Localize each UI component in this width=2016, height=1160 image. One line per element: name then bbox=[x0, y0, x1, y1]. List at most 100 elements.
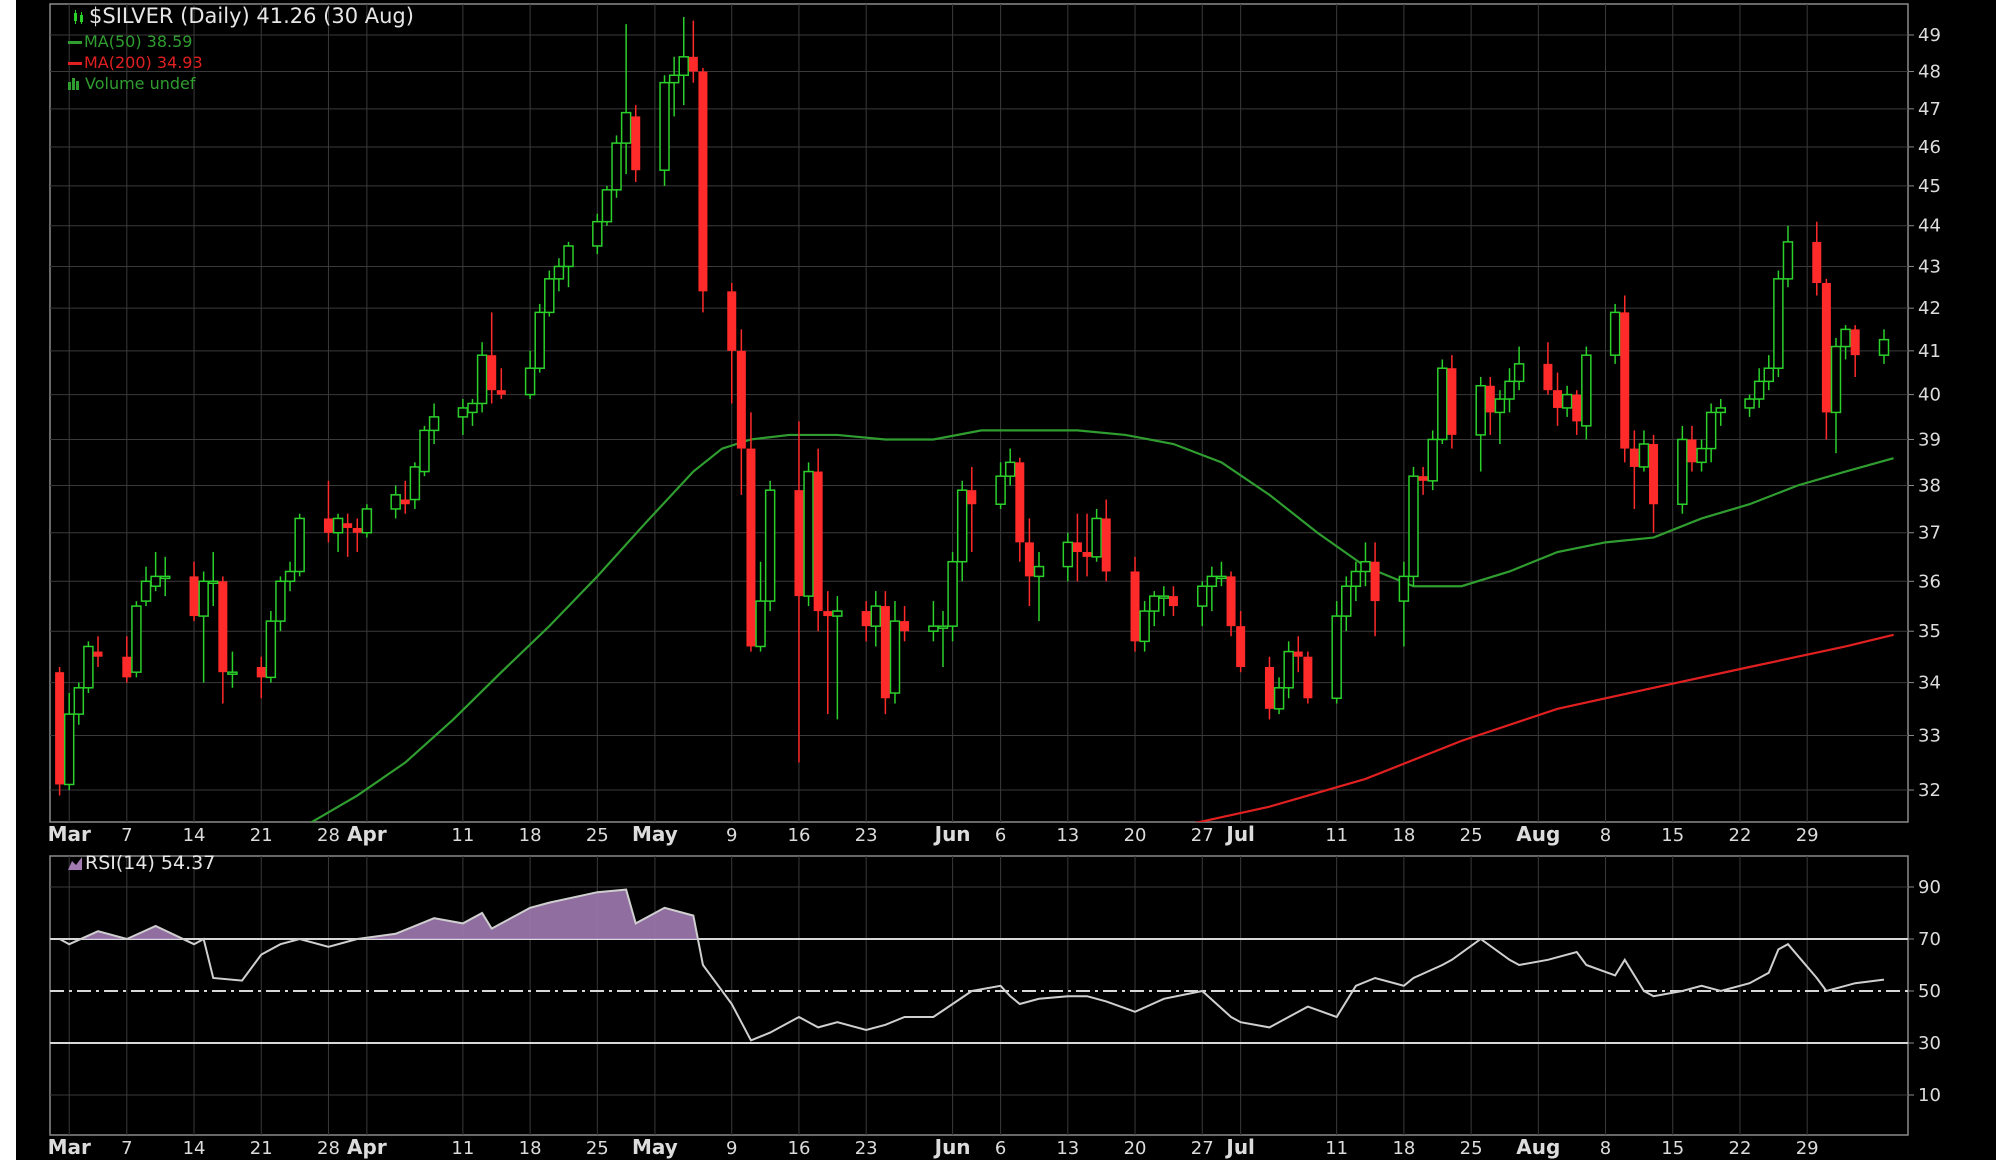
candle bbox=[659, 75, 670, 186]
candle-body bbox=[1677, 438, 1688, 505]
candle-body bbox=[1705, 411, 1717, 450]
price-y-tick-label: 44 bbox=[1918, 216, 1941, 237]
candle bbox=[1427, 430, 1438, 491]
candle bbox=[755, 561, 766, 652]
candle-body bbox=[1004, 461, 1016, 477]
candle bbox=[1004, 448, 1016, 486]
candle bbox=[1649, 434, 1659, 533]
candle-body bbox=[823, 611, 833, 617]
candle bbox=[900, 606, 910, 642]
rsi-x-tick-label: 11 bbox=[451, 1138, 474, 1159]
candle-body bbox=[1158, 595, 1170, 599]
candle bbox=[343, 513, 353, 557]
candle-body bbox=[1293, 651, 1303, 657]
candle bbox=[1850, 325, 1860, 377]
candle-body bbox=[1687, 439, 1697, 463]
candle bbox=[544, 270, 555, 317]
candle bbox=[496, 368, 506, 400]
candle bbox=[131, 601, 142, 678]
candle bbox=[688, 20, 698, 83]
candle bbox=[476, 342, 488, 413]
price-x-tick-label: 13 bbox=[1056, 825, 1079, 846]
candle bbox=[1398, 561, 1410, 647]
candle-body bbox=[1513, 363, 1525, 383]
candle bbox=[409, 462, 421, 509]
price-x-tick-label: 7 bbox=[121, 825, 132, 846]
candle bbox=[207, 552, 219, 607]
candle bbox=[727, 283, 737, 404]
rsi-x-tick-label: 11 bbox=[1325, 1138, 1348, 1159]
rsi-x-tick-label: Apr bbox=[347, 1135, 387, 1159]
candle bbox=[1206, 566, 1218, 612]
candle-body bbox=[764, 489, 776, 602]
candle bbox=[1878, 329, 1890, 364]
candle-body bbox=[390, 494, 401, 510]
candle-body bbox=[1082, 552, 1092, 557]
candle-body bbox=[956, 489, 968, 563]
candle-body bbox=[1398, 575, 1410, 602]
price-x-tick-label: 15 bbox=[1661, 825, 1684, 846]
price-x-tick-label: 23 bbox=[855, 825, 878, 846]
rsi-x-tick-label: 27 bbox=[1191, 1138, 1214, 1159]
rsi-x-tick-label: 28 bbox=[317, 1138, 340, 1159]
candle-body bbox=[189, 576, 199, 617]
candle bbox=[1370, 542, 1380, 637]
candle-body bbox=[967, 490, 977, 505]
price-x-tick-label: 29 bbox=[1796, 825, 1819, 846]
candle bbox=[361, 504, 373, 538]
price-x-tick-label: Jul bbox=[1224, 822, 1255, 846]
candle bbox=[1015, 457, 1025, 562]
candle bbox=[352, 518, 362, 553]
candle bbox=[1341, 576, 1352, 632]
rsi-x-tick-label: 8 bbox=[1600, 1138, 1611, 1159]
candle bbox=[956, 480, 968, 582]
candle-body bbox=[207, 580, 219, 585]
candle-body bbox=[1360, 560, 1371, 573]
candle bbox=[937, 611, 949, 668]
candle bbox=[1139, 601, 1150, 652]
rsi-x-tick-label: Jun bbox=[933, 1135, 971, 1159]
candle-body bbox=[487, 355, 497, 391]
price-x-tick-label: 8 bbox=[1600, 825, 1611, 846]
candle bbox=[1677, 425, 1688, 514]
candle-body bbox=[63, 713, 75, 786]
rsi-x-tick-label: 16 bbox=[788, 1138, 811, 1159]
candle bbox=[698, 67, 708, 313]
candle-body bbox=[323, 518, 333, 533]
candle bbox=[1168, 586, 1178, 617]
candle bbox=[73, 682, 85, 725]
candle bbox=[1504, 368, 1515, 413]
candle bbox=[1216, 561, 1227, 587]
candle-body bbox=[457, 407, 469, 418]
rsi-y-tick-label: 30 bbox=[1918, 1033, 1941, 1054]
candle-body bbox=[1283, 650, 1294, 689]
legend-ma200: MA(200) 34.93 bbox=[68, 53, 203, 72]
rsi-y-tick-label: 90 bbox=[1918, 877, 1941, 898]
legend-ma200-text: MA(200) 34.93 bbox=[84, 53, 203, 72]
candle-body bbox=[1370, 561, 1380, 602]
candle bbox=[1360, 542, 1371, 587]
candle-body bbox=[1572, 394, 1582, 422]
candle-body bbox=[361, 508, 373, 534]
candlestick-icon bbox=[72, 5, 86, 24]
candle-body bbox=[218, 581, 228, 673]
candle-body bbox=[352, 527, 362, 533]
candle bbox=[467, 399, 478, 426]
candle bbox=[1072, 513, 1082, 582]
candle bbox=[1273, 677, 1285, 715]
candle-body bbox=[1543, 363, 1553, 391]
candle-body bbox=[631, 116, 641, 171]
candle-body bbox=[1850, 329, 1860, 356]
rsi-x-tick-label: 18 bbox=[519, 1138, 542, 1159]
candle-body bbox=[524, 367, 536, 396]
candle-body bbox=[1273, 687, 1285, 710]
price-y-tick-label: 37 bbox=[1918, 523, 1941, 544]
legend-ma50: MA(50) 38.59 bbox=[68, 32, 192, 51]
ma200-line bbox=[1194, 633, 1894, 822]
price-x-tick-label: 18 bbox=[1392, 825, 1415, 846]
rsi-x-tick-label: 20 bbox=[1124, 1138, 1147, 1159]
candle bbox=[764, 480, 776, 612]
candle-body bbox=[496, 390, 506, 395]
price-y-tick-label: 40 bbox=[1918, 385, 1941, 406]
candle-body bbox=[409, 466, 421, 501]
